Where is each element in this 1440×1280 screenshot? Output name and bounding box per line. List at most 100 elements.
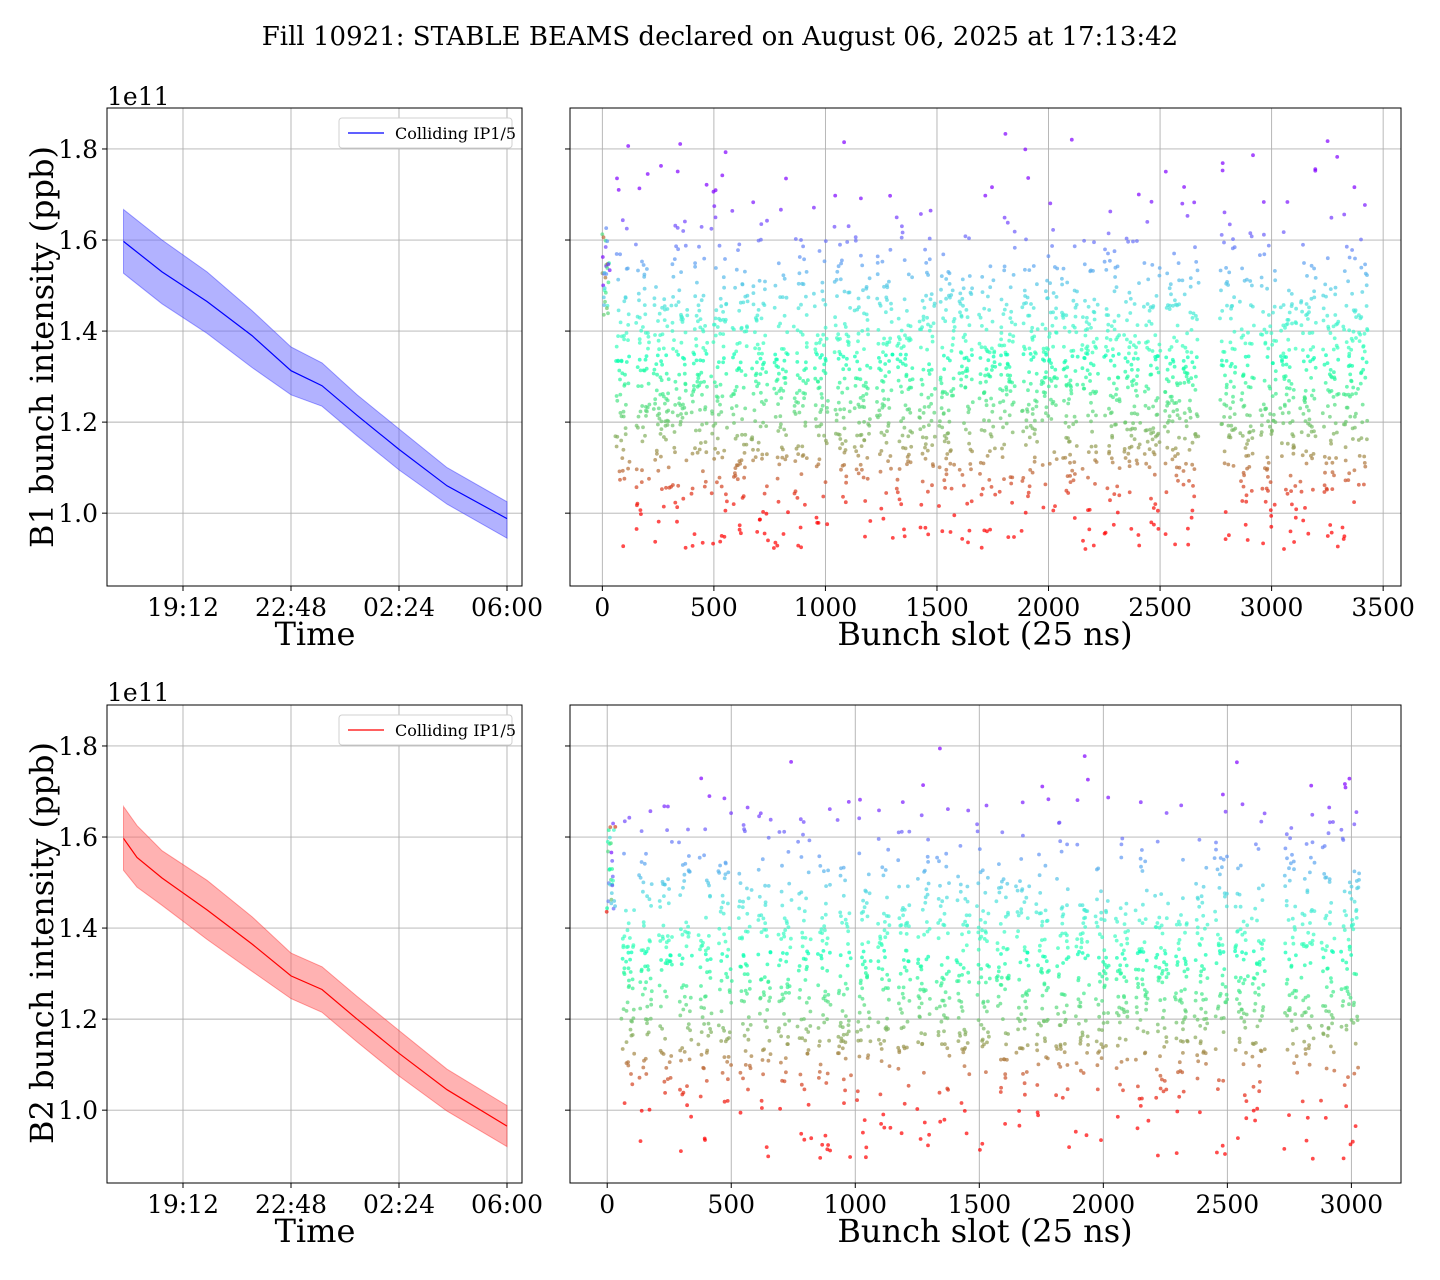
b2-slots-point — [687, 869, 692, 874]
b1-slots-point — [948, 358, 952, 363]
b1-slots-point — [1262, 232, 1266, 237]
b1-slots-point — [1259, 433, 1263, 437]
b2-slots-point — [1287, 993, 1292, 998]
b1-slots-point — [665, 307, 670, 311]
b1-slots-point — [647, 476, 651, 481]
b2-slots-point — [925, 892, 930, 897]
b1-slots-point — [1172, 251, 1176, 256]
b1-slots-point — [1112, 492, 1117, 496]
b2-slots-point — [784, 1070, 788, 1075]
b2-slots-point — [1043, 863, 1048, 868]
b2-slots-point — [945, 955, 950, 960]
b2-slots-point — [1133, 967, 1138, 972]
b1-slots-point — [757, 346, 762, 351]
b1-slots-point — [1149, 520, 1154, 525]
b2-slots-point — [1115, 919, 1120, 924]
b1-slots-point — [965, 366, 969, 371]
b2-slots-point — [919, 1031, 924, 1035]
b1-slots-point — [1259, 284, 1264, 288]
b1-slots-point — [967, 236, 971, 241]
b2-slots-point — [1306, 1046, 1311, 1051]
b2-slots-point — [1306, 994, 1311, 998]
b2-slots-point — [923, 895, 928, 900]
b2-slots-point — [663, 1036, 667, 1041]
b2-slots-point — [782, 1012, 786, 1016]
b1-slots-point — [1008, 389, 1013, 393]
b1-slots-point — [1347, 471, 1352, 476]
b2-slots-point — [940, 1042, 944, 1046]
b2-slots-point — [776, 1029, 781, 1034]
b1-slots-point — [1321, 318, 1326, 323]
b1-slots-point — [1125, 337, 1129, 342]
b2-slots-point — [683, 861, 688, 866]
b1-slots-point — [637, 341, 642, 345]
b1-slots-point — [647, 402, 652, 407]
b1-slots-point — [1188, 415, 1193, 420]
b1-slots-point — [1040, 322, 1045, 327]
b2-slots-point — [1323, 1004, 1328, 1008]
b2-slots-point — [727, 926, 732, 930]
b1-slots-point — [690, 451, 695, 456]
b1-slots-point — [1107, 376, 1111, 381]
b2-slots-point — [1003, 1076, 1008, 1080]
b2-slots-point — [1309, 855, 1313, 860]
b2-slots-point — [947, 1053, 952, 1058]
b2-slots-point — [838, 910, 843, 915]
b1-slots-point — [938, 300, 943, 304]
b2-slots-point — [976, 980, 981, 985]
b1-slots-point — [1362, 482, 1366, 487]
b1-slots-point — [1241, 484, 1246, 489]
b1-slots-point — [723, 257, 727, 261]
b1-slots-point — [672, 430, 677, 434]
b2-slots-point — [1036, 1113, 1040, 1118]
b1-slots-point — [928, 208, 933, 213]
b2-slots-point — [860, 996, 865, 1001]
b1-slots-point — [965, 315, 970, 320]
b2-slots-point — [916, 1040, 921, 1045]
b1-slots-point — [978, 380, 983, 385]
b1-slots-point — [988, 264, 993, 269]
b2-slots-point — [1195, 895, 1200, 900]
b1-slots-point — [1007, 365, 1012, 369]
b2-slots-point — [1218, 991, 1223, 996]
b1-slots-point — [798, 525, 803, 530]
b1-slots-point — [1251, 428, 1256, 433]
b1-slots-point — [1188, 284, 1193, 289]
b1-slots-point — [1231, 464, 1236, 468]
b1-slots-point — [759, 390, 763, 395]
b2-slots-point — [799, 1131, 804, 1136]
b1-slots-point — [888, 247, 893, 252]
b2-slots-point — [916, 877, 920, 881]
b1-slots-point — [1274, 391, 1278, 396]
b2-slots-point — [1018, 879, 1022, 883]
b1-slots-point — [1189, 376, 1194, 381]
b1-slots-point — [740, 282, 745, 287]
b1-slots-point — [645, 172, 650, 176]
b2-slots-point — [1124, 979, 1129, 984]
b1-slots-point — [991, 403, 996, 408]
b1-slots-point — [698, 317, 703, 321]
b1-slots-point — [1023, 347, 1027, 352]
b2-slots-point — [780, 992, 785, 997]
b2-slots-point — [682, 879, 687, 883]
b2-slots-point — [738, 1110, 743, 1115]
b2-slots-point — [942, 1117, 947, 1122]
b1-slots-point — [834, 412, 839, 417]
b1-slots-point — [715, 365, 720, 370]
b2-slots-point — [647, 1107, 652, 1112]
b2-slots-point — [843, 917, 848, 922]
b2-slots-point — [1084, 1133, 1089, 1138]
b1-slots-point — [1184, 364, 1188, 369]
b1-slots-point — [801, 244, 805, 249]
b2-slots-point — [1083, 956, 1088, 961]
b2-slots-point — [1327, 1009, 1331, 1014]
b2-slots-point — [1345, 985, 1349, 990]
b1-slots-point — [665, 423, 670, 427]
b2-slots-point — [1198, 973, 1203, 978]
b2-slots-point — [1221, 1078, 1226, 1083]
b2-slots-point — [1176, 919, 1181, 924]
b1-slots-point — [1359, 436, 1364, 440]
b1-slots-point — [887, 359, 891, 363]
b1-slots-point — [721, 360, 725, 365]
b1-slots-point — [1322, 454, 1327, 459]
